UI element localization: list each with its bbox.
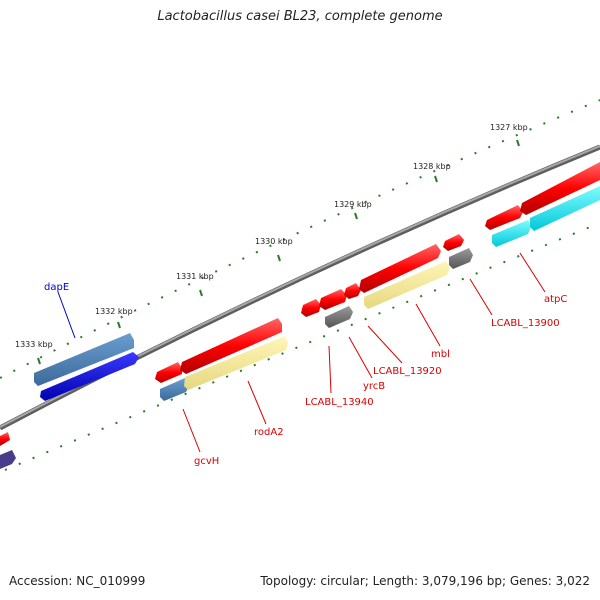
gene-label-dapE[interactable]: dapE — [44, 282, 69, 293]
accession-label: Accession: NC_010999 — [9, 574, 146, 588]
gene-arrow[interactable] — [449, 248, 473, 269]
leader-line — [367, 325, 403, 364]
gene-label-LCABL_13900[interactable]: LCABL_13900 — [491, 318, 560, 329]
tick-label: 1330 kbp — [255, 237, 293, 246]
genome-backbone — [0, 144, 600, 431]
gene-arrow[interactable] — [443, 234, 464, 251]
leader-line — [469, 278, 493, 316]
major-tick — [354, 212, 358, 220]
gene-label-yrcB[interactable]: yrcB — [363, 381, 385, 392]
leader-line — [247, 380, 267, 425]
tick-label: 1333 kbp — [15, 340, 53, 349]
major-tick — [37, 357, 41, 365]
major-tick — [434, 175, 438, 183]
gene-label-mbl[interactable]: mbl — [431, 349, 450, 360]
forward-genes — [0, 162, 600, 446]
gene-arrow[interactable] — [0, 450, 16, 469]
label-leaders — [57, 252, 546, 453]
gene-label-LCABL_13920[interactable]: LCABL_13920 — [373, 366, 442, 377]
leader-line — [519, 252, 546, 293]
gene-arrow[interactable] — [319, 289, 347, 310]
map-title: Lactobacillus casei BL23, complete genom… — [157, 9, 443, 24]
gene-arrow[interactable] — [180, 318, 282, 374]
gene-arrow[interactable] — [520, 162, 600, 215]
inner-tick-track — [4, 222, 600, 471]
gene-arrow[interactable] — [530, 186, 600, 231]
reverse-genes — [0, 186, 600, 469]
leader-line — [182, 408, 201, 453]
major-tick — [199, 289, 203, 297]
major-tick — [117, 321, 121, 329]
gene-arrow[interactable] — [0, 432, 10, 446]
gene-arrow[interactable] — [155, 362, 182, 383]
tick-label: 1331 kbp — [176, 272, 214, 281]
dapE-gene[interactable] — [34, 333, 139, 401]
topology-label: Topology: circular; Length: 3,079,196 bp… — [260, 574, 590, 588]
gene-arrow[interactable] — [364, 261, 450, 309]
gene-arrow[interactable] — [359, 244, 441, 293]
gene-arrow[interactable] — [485, 205, 523, 230]
tick-label: 1327 kbp — [490, 123, 528, 132]
leader-line — [57, 291, 76, 339]
gene-arrow[interactable] — [344, 283, 361, 299]
leader-line — [348, 336, 373, 379]
gene-arrow[interactable] — [184, 336, 288, 390]
gene-arrow[interactable] — [492, 220, 531, 247]
gene-arrow[interactable] — [160, 378, 189, 401]
tick-label: 1332 kbp — [95, 307, 133, 316]
gene-label-rodA2[interactable]: rodA2 — [254, 427, 284, 438]
tick-label: 1328 kbp — [413, 162, 451, 171]
leader-line — [415, 303, 441, 347]
major-ticks — [37, 139, 520, 365]
major-tick — [516, 139, 520, 147]
gene-arrow[interactable] — [325, 306, 353, 328]
major-tick — [277, 254, 281, 262]
tick-label: 1329 kbp — [334, 200, 372, 209]
leader-line — [328, 345, 332, 394]
gene-label-gcvH[interactable]: gcvH — [194, 456, 219, 467]
gene-label-LCABL_13940[interactable]: LCABL_13940 — [305, 397, 374, 408]
gene-label-atpC[interactable]: atpC — [544, 294, 567, 305]
gene-arrow[interactable] — [301, 299, 321, 317]
